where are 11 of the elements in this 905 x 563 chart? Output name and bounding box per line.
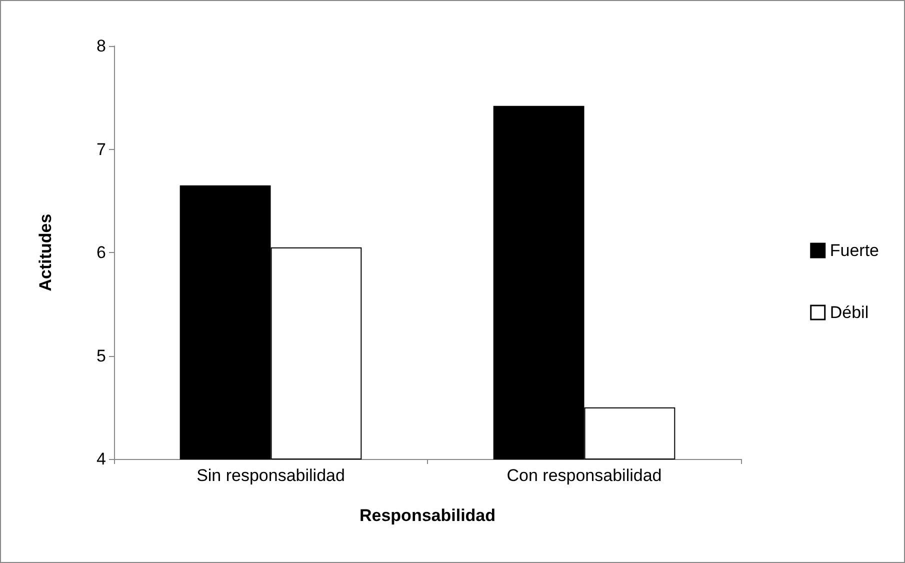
legend-label: Fuerte (830, 241, 880, 260)
x-axis-title: Responsabilidad (359, 506, 496, 525)
y-tick-label: 8 (96, 36, 106, 56)
x-tick-label: Con responsabilidad (506, 466, 662, 485)
x-tick-label: Sin responsabilidad (196, 466, 345, 485)
legend-label: Débil (830, 303, 869, 322)
y-tick-label: 7 (96, 140, 106, 159)
y-tick-label: 6 (96, 243, 106, 262)
y-axis-title: Actitudes (36, 214, 55, 292)
y-tick-label: 4 (96, 450, 106, 468)
y-tick-label: 5 (96, 346, 106, 366)
